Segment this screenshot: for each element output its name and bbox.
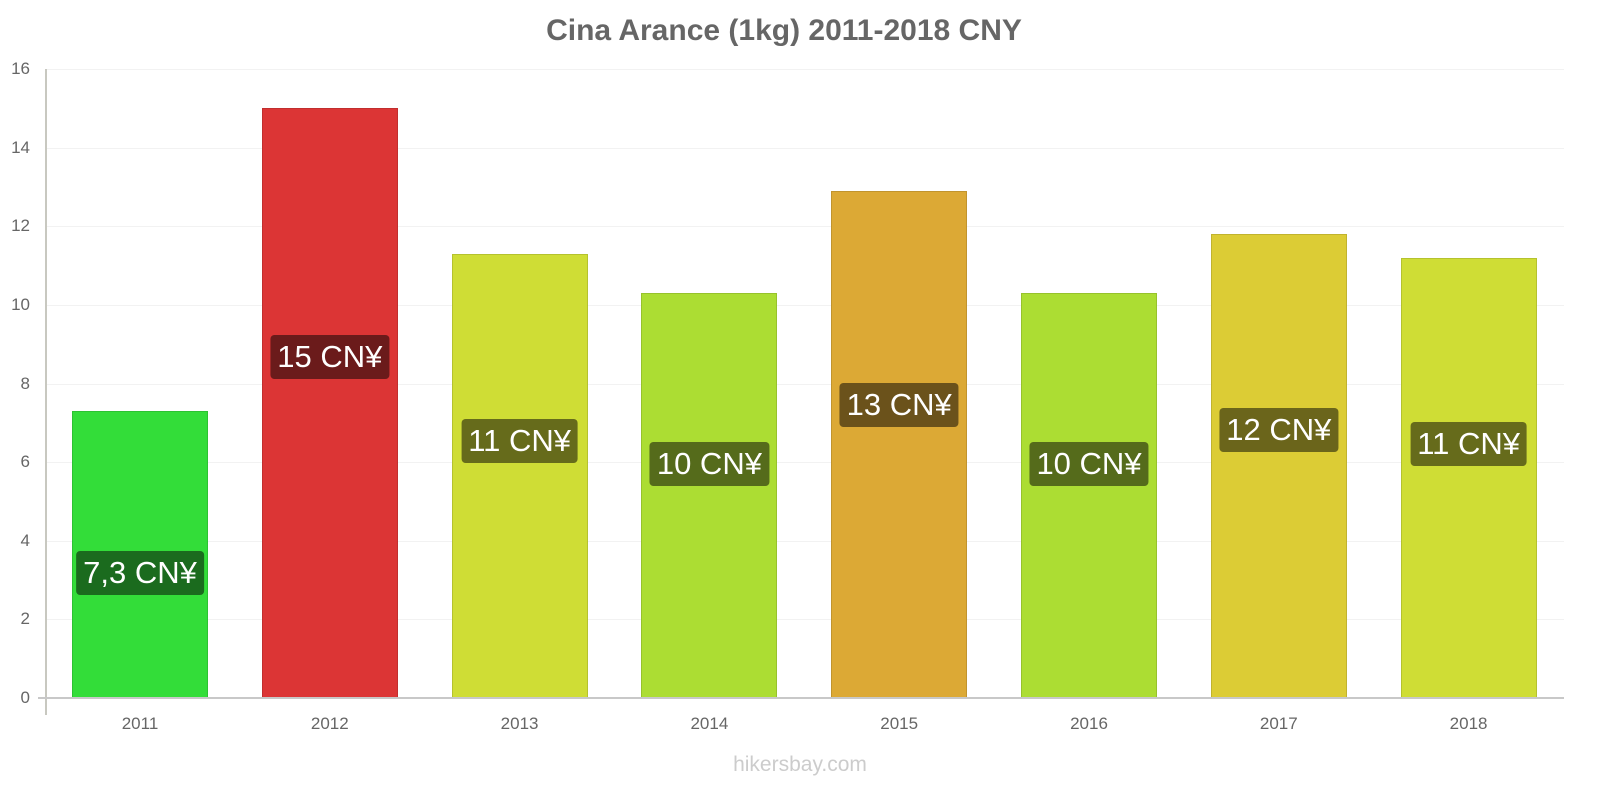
y-tick-label: 4 (20, 530, 30, 550)
x-tick-label: 2018 (1449, 714, 1488, 733)
bar-2018[interactable]: 11 CN¥ (1400, 257, 1537, 698)
y-tick-label: 12 (11, 216, 30, 236)
data-label: 11 CN¥ (1410, 421, 1527, 466)
x-tick-label: 2015 (880, 714, 919, 733)
x-tick-label: 2011 (121, 714, 159, 733)
gridline (46, 540, 1564, 542)
data-label: 10 CN¥ (1029, 442, 1149, 487)
gridline (46, 619, 1564, 621)
chart-title: Cina Arance (1kg) 2011-2018 CNY (546, 14, 1022, 47)
y-tick-label: 0 (20, 688, 30, 707)
gridline (46, 226, 1564, 228)
data-label: 12 CN¥ (1219, 407, 1339, 452)
gridline (46, 147, 1564, 149)
x-tick-label: 2013 (500, 714, 539, 733)
gridline (46, 69, 1564, 70)
bar-2011[interactable]: 7,3 CN¥ (72, 411, 208, 698)
bar-2017[interactable]: 12 CN¥ (1210, 234, 1347, 698)
y-tick-label: 2 (20, 609, 30, 629)
gridline (46, 304, 1564, 306)
x-tick-label: 2017 (1259, 714, 1298, 733)
data-label: 10 CN¥ (649, 442, 769, 487)
y-tick-label: 6 (20, 452, 30, 472)
bar-2016[interactable]: 10 CN¥ (1021, 293, 1157, 698)
plot-area: 7,3 CN¥ 15 CN¥ 11 CN¥ 10 CN¥ 13 CN¥ 10 CN¥ 12 … (46, 69, 1564, 698)
gridline (46, 383, 1564, 385)
y-tick-label: 10 (11, 294, 30, 314)
bar-2013[interactable]: 11 CN¥ (451, 253, 588, 698)
x-axis-line (38, 697, 1564, 699)
bar-2014[interactable]: 10 CN¥ (641, 293, 778, 698)
data-label: 15 CN¥ (270, 334, 390, 379)
y-tick-label: 8 (20, 373, 30, 393)
bar-2015[interactable]: 13 CN¥ (831, 190, 968, 698)
bar-2012[interactable]: 15 CN¥ (261, 108, 398, 698)
y-tick-label: 14 (11, 137, 30, 157)
x-tick-label: 2012 (310, 714, 349, 733)
gridline (46, 462, 1564, 464)
watermark: hikersbay.com (733, 753, 867, 776)
data-label: 13 CN¥ (839, 382, 959, 427)
x-tick-label: 2016 (1070, 714, 1108, 733)
y-axis-line (45, 69, 47, 715)
y-tick-label: 16 (11, 59, 30, 78)
x-tick-label: 2014 (690, 714, 729, 733)
data-label: 7,3 CN¥ (76, 550, 204, 595)
data-label: 11 CN¥ (461, 419, 578, 464)
